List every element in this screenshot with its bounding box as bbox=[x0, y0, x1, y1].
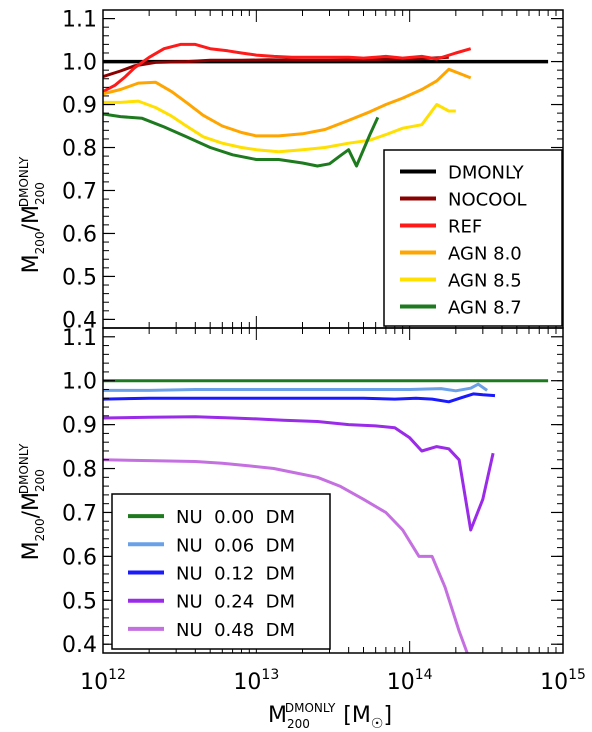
legend-label: NOCOOL bbox=[448, 190, 527, 211]
y-tick-label: 1.1 bbox=[62, 8, 97, 33]
legend-box bbox=[383, 149, 563, 327]
legend-label: NU 0.06 DM bbox=[176, 535, 295, 556]
series-line-ref bbox=[103, 42, 472, 93]
y-tick-label: 1.1 bbox=[62, 326, 97, 351]
x-tick-label: 1012 bbox=[80, 667, 126, 695]
y-tick-label: 0.8 bbox=[62, 137, 97, 162]
bottom-series-layer bbox=[103, 379, 549, 653]
y-tick-label: 0.7 bbox=[62, 501, 97, 526]
y-tick-label: 0.7 bbox=[62, 179, 97, 204]
series-line-agn-8-0 bbox=[103, 67, 472, 138]
x-tick-label: 1015 bbox=[540, 667, 586, 695]
legend-label: NU 0.00 DM bbox=[176, 507, 295, 528]
series-line-nu-0-48-dm bbox=[103, 458, 469, 653]
y-tick-label: 0.6 bbox=[62, 222, 97, 247]
bottom-legend: NU 0.00 DM NU 0.06 DM NU 0.12 DM NU 0.24 DM… bbox=[111, 493, 331, 650]
legend-label: NU 0.48 DM bbox=[176, 620, 295, 641]
series-line-agn-8-5 bbox=[103, 99, 456, 154]
legend-label: DMONLY bbox=[448, 163, 525, 184]
y-tick-label: 0.5 bbox=[62, 589, 97, 614]
series-line-nu-0-24-dm bbox=[103, 415, 495, 532]
y-tick-label: 0.9 bbox=[62, 94, 97, 119]
x-tick-label: 1013 bbox=[233, 667, 279, 695]
series-line-nu-0-12-dm bbox=[103, 392, 496, 404]
bottom-axes-layer: 0.4 0.5 0.6 0.7 0.8 0.9 1.0 1.1 1012 1013 1014 1015 bbox=[62, 326, 586, 695]
series-line-agn-8-7 bbox=[103, 112, 380, 168]
top-legend: DMONLY NOCOOL REF AGN 8.0 AGN 8.5 AGN 8.7 bbox=[383, 149, 563, 327]
top-series-layer bbox=[103, 42, 549, 168]
legend-label: NU 0.24 DM bbox=[176, 592, 295, 613]
y-tick-label: 0.4 bbox=[62, 633, 97, 658]
y-tick-label: 0.6 bbox=[62, 545, 97, 570]
y-tick-label: 0.4 bbox=[62, 308, 97, 333]
legend-label: REF bbox=[448, 217, 482, 238]
y-tick-label: 0.8 bbox=[62, 458, 97, 483]
top-panel: 0.4 0.5 0.6 0.7 0.8 0.9 1.0 1.1 DMONLY NOCOOL REF… bbox=[62, 8, 564, 333]
top-y-axis-title: M200/M200DMONLY bbox=[17, 156, 47, 273]
y-tick-label: 1.0 bbox=[62, 51, 97, 76]
x-tick-label: 1014 bbox=[387, 667, 433, 695]
y-tick-label: 0.9 bbox=[62, 414, 97, 439]
y-tick-label: 0.5 bbox=[62, 265, 97, 290]
legend-label: NU 0.12 DM bbox=[176, 564, 295, 585]
plot-frame bbox=[102, 327, 564, 654]
bottom-y-axis-title: M200/M200DMONLY bbox=[17, 443, 47, 560]
y-tick-label: 1.0 bbox=[62, 370, 97, 395]
x-axis-title: M200DMONLY [M☉] bbox=[268, 701, 392, 732]
sun-symbol-icon: ☉ bbox=[371, 716, 384, 732]
series-line-nu-0-06-dm bbox=[103, 382, 488, 393]
legend-label: AGN 8.7 bbox=[448, 298, 522, 319]
bottom-panel: 0.4 0.5 0.6 0.7 0.8 0.9 1.0 1.1 1012 1013 1014 1015… bbox=[62, 326, 586, 695]
legend-label: AGN 8.5 bbox=[448, 271, 522, 292]
legend-label: AGN 8.0 bbox=[448, 244, 522, 265]
